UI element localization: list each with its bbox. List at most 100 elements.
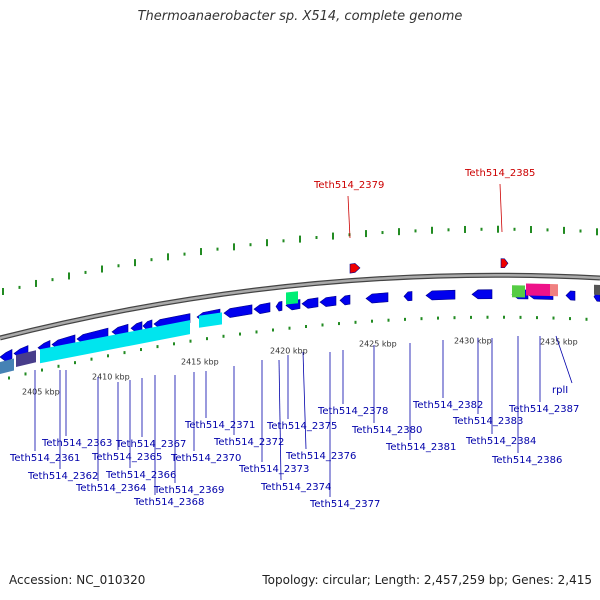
gc-mark — [150, 258, 153, 262]
gene-arrow — [403, 291, 413, 302]
rrna-block — [40, 320, 190, 364]
gc-mark — [288, 326, 291, 330]
gc-mark — [371, 319, 373, 323]
gc-mark — [123, 351, 126, 355]
gc-mark — [107, 354, 109, 358]
gc-mark — [51, 278, 54, 282]
gene-label: Teth514_2380 — [351, 425, 422, 436]
gene-arrow — [425, 289, 456, 301]
gc-mark — [90, 357, 93, 361]
gc-mark — [453, 316, 456, 320]
gene-label: Teth514_2373 — [238, 464, 309, 475]
tick-marks: 2405 kbp 2410 kbp 2415 kbp 2420 kbp 2425 kbp… — [22, 336, 578, 396]
tick-label: 2410 kbp — [92, 373, 130, 382]
gene-label: rplI — [552, 385, 568, 396]
gene-label: Teth514_2368 — [133, 497, 204, 508]
gc-mark — [41, 368, 43, 372]
gene-arrow — [471, 289, 493, 300]
gc-mark — [222, 334, 225, 338]
gene-label: Teth514_2364 — [75, 483, 146, 494]
gc-mark — [470, 315, 472, 319]
highlighted-gene-arrow — [500, 258, 509, 269]
gene-label: Teth514_2376 — [285, 451, 356, 462]
label-leader — [555, 335, 573, 384]
gene-label: Teth514_2361 — [9, 453, 80, 464]
genome-backbone-highlight — [0, 273, 600, 340]
gc-mark — [74, 361, 76, 365]
gc-mark — [189, 339, 192, 343]
gene-label: Teth514_2369 — [153, 485, 224, 496]
gene-arrow — [0, 349, 13, 362]
gc-mark — [365, 230, 367, 238]
gc-mark — [272, 328, 274, 332]
gene-label: Teth514_2370 — [170, 453, 241, 464]
tick-label: 2420 kbp — [270, 346, 308, 355]
gc-skew-ring — [8, 315, 588, 380]
gc-mark — [282, 239, 285, 243]
gc-mark — [447, 228, 450, 232]
gene-label: Teth514_2366 — [105, 470, 176, 481]
rrna-block — [286, 291, 298, 305]
rrna-block — [512, 285, 525, 298]
gene-label: Teth514_2384 — [465, 436, 536, 447]
gc-mark — [519, 315, 522, 319]
label-leaders — [34, 183, 573, 497]
gc-mark — [579, 229, 582, 233]
trna-block — [526, 283, 550, 296]
trna-block — [550, 283, 558, 297]
gc-mark — [35, 279, 37, 287]
gene-label: Teth514_2378 — [317, 406, 388, 417]
gc-mark — [414, 229, 417, 233]
gc-mark — [569, 317, 571, 321]
gc-mark — [299, 235, 301, 243]
gc-mark — [134, 259, 136, 267]
gc-mark — [563, 226, 565, 234]
label-leader — [278, 359, 282, 481]
gene-label: Teth514_2379 — [313, 180, 384, 191]
gc-mark — [530, 226, 532, 234]
gene-arrow — [565, 290, 576, 301]
gene-arrow — [339, 294, 351, 306]
gene-label: Teth514_2374 — [260, 482, 331, 493]
gc-mark — [398, 228, 400, 236]
map-title: Thermoanaerobacter sp. X514, complete ge… — [137, 9, 463, 24]
gene-label: Teth514_2362 — [27, 471, 98, 482]
label-leader — [302, 351, 307, 450]
gc-mark — [546, 228, 549, 232]
gc-mark — [480, 227, 483, 231]
tick-label: 2430 kbp — [454, 336, 492, 345]
gc-mark — [464, 225, 466, 233]
gc-mark — [321, 323, 324, 327]
gene-label: Teth514_2371 — [184, 420, 255, 431]
gc-mark — [497, 225, 499, 233]
label-leader — [347, 195, 351, 239]
gene-label: Teth514_2385 — [464, 168, 535, 179]
gc-mark — [552, 316, 555, 320]
gene-arrow — [365, 292, 389, 304]
genome-summary: Topology: circular; Length: 2,457,259 bp… — [262, 573, 592, 587]
gene-label: Teth514_2375 — [266, 421, 337, 432]
gc-mark — [437, 316, 439, 320]
gc-mark — [200, 248, 202, 256]
misc-feature — [594, 284, 600, 295]
gc-mark — [431, 226, 433, 234]
accession-text: Accession: NC_010320 — [9, 573, 146, 587]
gc-mark — [206, 337, 208, 341]
gc-mark — [117, 264, 120, 268]
misc-feature — [16, 350, 36, 368]
gc-mark — [536, 316, 538, 320]
gc-mark — [503, 315, 505, 319]
gc-mark — [8, 376, 10, 380]
gene-label: Teth514_2367 — [115, 439, 186, 450]
gc-mark — [84, 270, 87, 274]
gc-mark — [486, 315, 489, 319]
rrna-block — [199, 312, 222, 328]
gene-labels: Teth514_2379 Teth514_2385 Teth514_2361 Teth… — [9, 168, 579, 510]
gc-mark — [183, 252, 186, 256]
gene-features — [0, 258, 600, 374]
gene-label: Teth514_2372 — [213, 437, 284, 448]
gc-mark — [266, 239, 268, 247]
gc-mark — [156, 345, 159, 349]
gc-mark — [68, 272, 70, 280]
